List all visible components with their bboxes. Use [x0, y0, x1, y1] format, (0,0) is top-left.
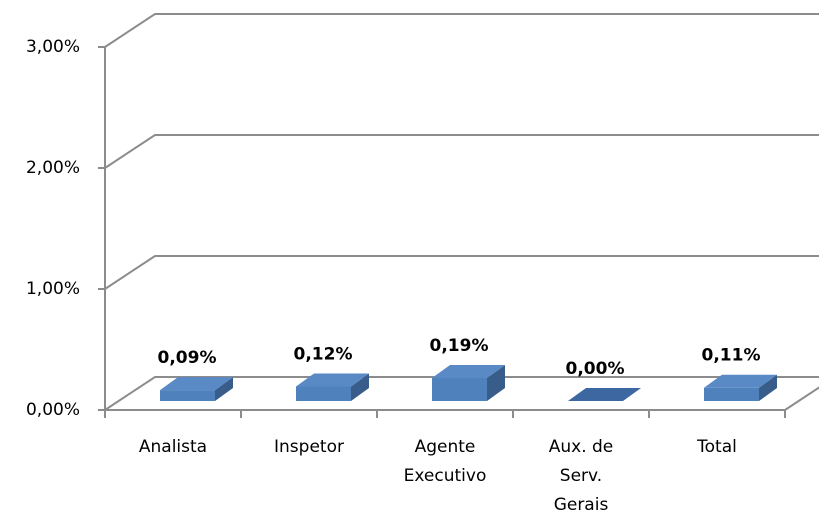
y-tick-label: 3,00% — [26, 37, 80, 57]
bar — [432, 365, 505, 401]
bar — [296, 373, 369, 401]
bar-top — [432, 365, 505, 379]
data-label: 0,12% — [294, 344, 353, 364]
grid-line — [104, 13, 819, 48]
bar-front — [432, 378, 487, 401]
floor-edge — [784, 386, 819, 411]
y-tick-label: 0,00% — [26, 400, 80, 420]
y-tick-label: 1,00% — [26, 279, 80, 299]
data-label: 0,00% — [566, 359, 625, 379]
bar-top — [704, 374, 777, 388]
bar-top — [568, 388, 641, 401]
x-tick-label: Agente Executivo — [403, 437, 487, 486]
data-label: 0,09% — [158, 348, 217, 368]
x-tick-label: Inspetor — [274, 437, 344, 457]
bar — [160, 377, 233, 401]
bar — [704, 374, 777, 401]
bar-top — [160, 377, 233, 391]
bar-side — [215, 377, 233, 401]
data-label: 0,11% — [702, 346, 761, 366]
bar-front — [704, 387, 759, 401]
x-tick-label: Total — [697, 437, 737, 457]
bar-side — [487, 365, 505, 401]
x-tick-label: Analista — [138, 437, 208, 457]
data-label: 0,19% — [430, 336, 489, 356]
bar-front — [296, 386, 351, 401]
grid-line — [104, 255, 819, 290]
bar — [568, 388, 641, 401]
bar-side — [759, 374, 777, 401]
bar-side — [351, 373, 369, 401]
x-tick-label: Aux. de Serv. Gerais — [548, 437, 614, 515]
y-tick-label: 2,00% — [26, 158, 80, 178]
grid-line — [104, 134, 819, 169]
bar-front — [160, 390, 215, 401]
bar-top — [296, 373, 369, 387]
grid-line — [104, 376, 819, 411]
